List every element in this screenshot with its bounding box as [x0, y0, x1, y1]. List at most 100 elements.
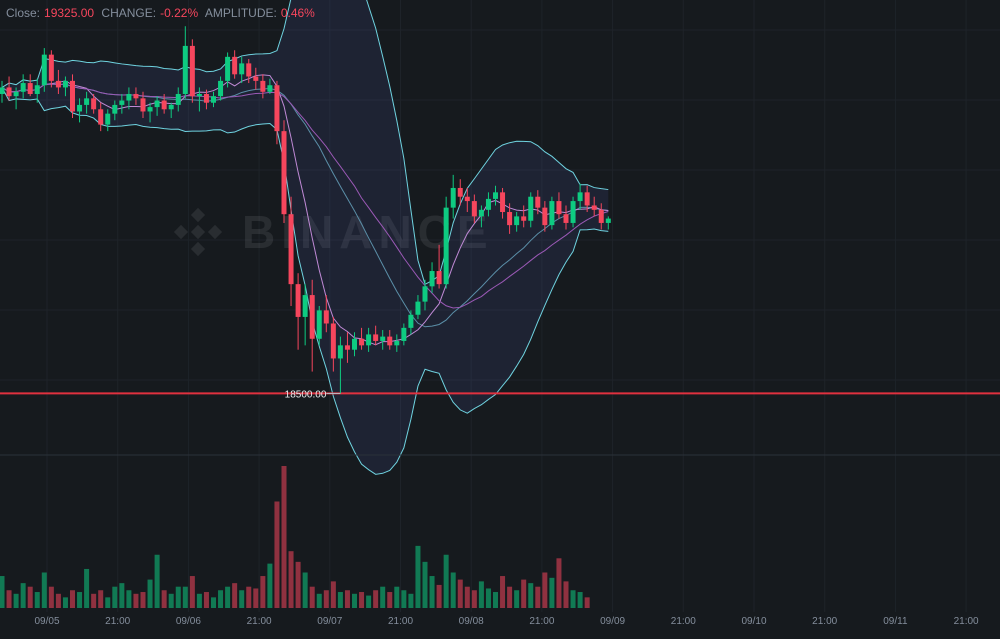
volume-bar [352, 593, 357, 608]
volume-bar [429, 576, 435, 608]
candle [189, 39, 195, 103]
volume-bar [13, 593, 19, 608]
volume-bar [196, 593, 202, 608]
time-axis-label: 21:00 [388, 616, 413, 627]
candle [443, 196, 449, 289]
volume-bar [133, 593, 139, 608]
volume-bar [274, 501, 280, 608]
time-axis-label: 09/09 [600, 616, 625, 627]
volume-bar [359, 592, 365, 608]
candle [281, 120, 287, 223]
volume-bar [408, 593, 414, 608]
volume-bar [62, 597, 68, 608]
volume-bar [478, 581, 484, 608]
candle [457, 179, 463, 206]
candle [528, 192, 534, 228]
candle [429, 262, 435, 293]
candle [41, 48, 47, 92]
volume-bar [77, 592, 83, 608]
candle [500, 187, 506, 219]
time-axis: 09/05 21:00 09/06 21:00 09/07 21:00 09/08 21:00… [34, 616, 979, 627]
volume-bar [471, 590, 477, 608]
candle [246, 59, 252, 84]
volume-bar [366, 595, 372, 608]
candle [535, 190, 541, 215]
volume-bar [443, 554, 449, 608]
volume-bar [387, 592, 393, 608]
candle [196, 87, 202, 112]
volume-bar [260, 576, 266, 608]
candle [253, 67, 259, 90]
candle [556, 192, 562, 219]
candle [267, 78, 273, 94]
volume-bar [281, 466, 287, 608]
volume-bar [246, 586, 252, 608]
volume-bar [267, 563, 273, 608]
candle [366, 327, 372, 352]
volume-bar [218, 590, 224, 608]
candle [316, 306, 322, 346]
candle [91, 93, 97, 114]
candle [401, 323, 407, 346]
candle [20, 74, 26, 99]
candle [359, 327, 365, 350]
volume-bar [500, 576, 506, 608]
candle [422, 279, 428, 311]
candle [570, 196, 576, 228]
candle [450, 174, 456, 219]
time-axis-label: 09/08 [459, 616, 484, 627]
volume-bar [514, 590, 520, 608]
volume-bar [203, 592, 209, 608]
volume-bar [570, 590, 576, 608]
volume-bar [295, 561, 301, 608]
volume-bar [373, 590, 379, 608]
candle [218, 76, 224, 101]
candle [344, 332, 350, 363]
volume-bar [422, 561, 428, 608]
volume-bar [450, 572, 456, 608]
candle [112, 100, 118, 121]
time-axis-label: 09/07 [317, 616, 342, 627]
candle [154, 96, 160, 116]
time-axis-label: 21:00 [954, 616, 979, 627]
time-axis-label: 21:00 [105, 616, 130, 627]
candle [27, 74, 33, 97]
candle [605, 216, 611, 230]
candle [323, 295, 329, 333]
candle [380, 330, 386, 350]
change-label: CHANGE: [101, 6, 157, 20]
close-value: 19325.00 [44, 6, 95, 20]
time-axis-label: 21:00 [812, 616, 837, 627]
volume-bar [528, 583, 534, 608]
candle [182, 26, 188, 99]
volume-bar [91, 593, 97, 608]
volume-bar [535, 586, 541, 608]
candle [239, 56, 245, 84]
candle [62, 76, 68, 97]
candle [295, 273, 301, 350]
change-value: -0.22% [160, 6, 199, 20]
volume-bar [20, 583, 26, 608]
volume-bar [48, 586, 54, 608]
volume-bar [521, 579, 527, 608]
volume-bar [493, 592, 498, 608]
candle [549, 196, 555, 230]
moving-averages [1, 74, 609, 346]
volume-bar [70, 590, 75, 608]
candle [507, 203, 513, 234]
volume-bar [0, 576, 5, 608]
candle [471, 194, 477, 223]
candle [34, 78, 40, 103]
candle [591, 196, 597, 217]
candle [521, 205, 527, 228]
volume-bar [323, 590, 329, 608]
volume-bar [344, 590, 350, 608]
candle [387, 330, 393, 350]
volume-bar [457, 579, 463, 608]
candle [485, 192, 491, 217]
candle [133, 87, 139, 105]
candle [352, 332, 357, 357]
candle [373, 325, 379, 346]
